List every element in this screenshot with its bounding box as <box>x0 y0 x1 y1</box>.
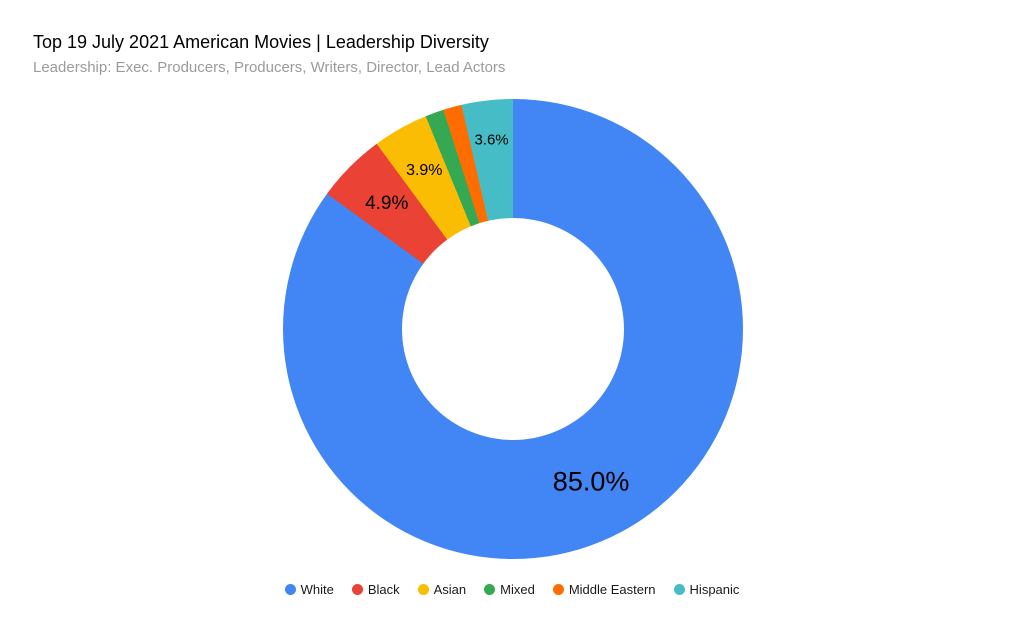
legend-dot-black <box>351 584 363 595</box>
legend-label: Black <box>367 582 400 597</box>
slice-label-white: 85.0% <box>552 466 630 497</box>
legend-dot-mixed <box>484 584 496 595</box>
legend: White Black Asian Mixed Middle Eastern Hispan… <box>0 582 1024 597</box>
legend-item-asian: Asian <box>417 582 467 597</box>
legend-item-hispanic: Hispanic <box>673 582 740 597</box>
slice-label-black: 4.9% <box>365 192 409 214</box>
legend-item-white: White <box>284 582 334 597</box>
donut-chart <box>283 99 743 559</box>
legend-dot-white <box>284 584 296 595</box>
legend-item-middle-eastern: Middle Eastern <box>552 582 656 597</box>
legend-dot-asian <box>417 584 429 595</box>
legend-label: Mixed <box>500 582 535 597</box>
slice-label-hispanic: 3.6% <box>474 131 509 149</box>
chart-subtitle: Leadership: Exec. Producers, Producers, … <box>33 59 506 76</box>
legend-label: White <box>300 582 334 597</box>
legend-item-mixed: Mixed <box>484 582 535 597</box>
chart-title: Top 19 July 2021 American Movies | Leade… <box>33 32 489 52</box>
legend-item-black: Black <box>351 582 400 597</box>
donut-hole <box>402 218 624 440</box>
legend-label: Middle Eastern <box>568 582 656 597</box>
legend-dot-hispanic <box>673 584 685 595</box>
slice-label-asian: 3.9% <box>406 162 443 180</box>
legend-label: Hispanic <box>689 582 740 597</box>
legend-dot-middle-eastern <box>552 584 564 595</box>
legend-label: Asian <box>433 582 467 597</box>
